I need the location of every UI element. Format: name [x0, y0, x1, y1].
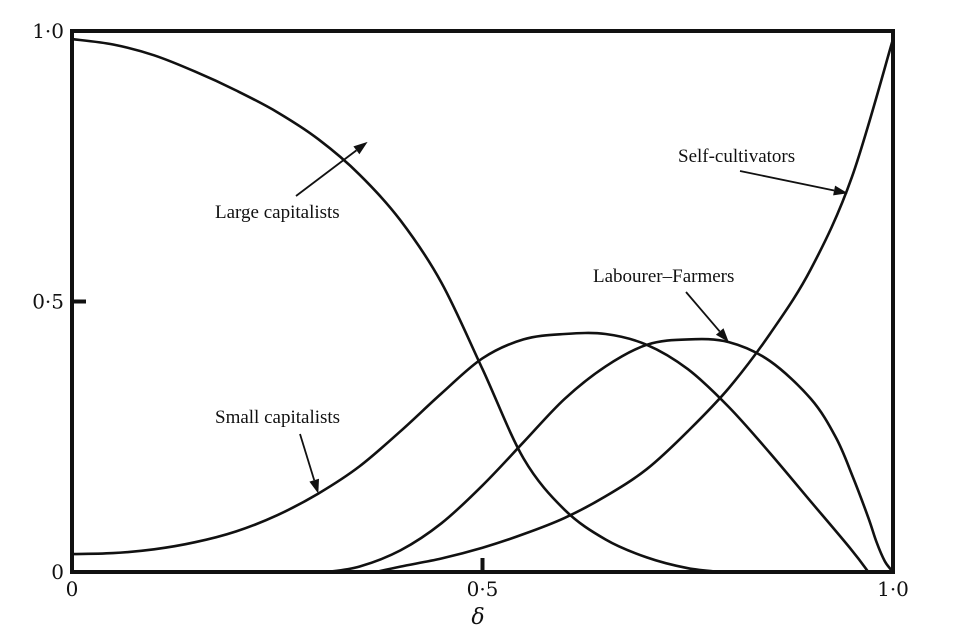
annotation-label: Small capitalists [215, 407, 340, 428]
annotation-arrow-head [353, 141, 368, 155]
annotation-arrow-shaft [299, 433, 316, 481]
annotation-arrow-head [309, 478, 319, 494]
annotation-labourer-farmers: Labourer–Farmers [593, 266, 734, 343]
series-line-large-capitalists [71, 37, 721, 574]
annotation-label: Labourer–Farmers [593, 266, 734, 287]
x-tick-label: 1·0 [877, 577, 909, 601]
y-tick-label: 0 [51, 560, 64, 584]
annotation-arrow-shaft [295, 149, 357, 197]
annotation-arrow-head [833, 185, 848, 196]
annotation-label: Self-cultivators [678, 146, 795, 167]
x-tick-label: 0·5 [467, 577, 499, 601]
annotation-self-cultivators: Self-cultivators [678, 146, 848, 196]
axis-ticks [72, 299, 485, 572]
y-tick-label: 1·0 [32, 19, 64, 43]
series-line-labourer-farmers [326, 337, 895, 574]
x-axis-label: δ [471, 605, 484, 630]
y-tick-label: 0·5 [32, 290, 64, 314]
annotation-small-capitalists: Small capitalists [215, 407, 340, 494]
annotation-arrow-head [715, 328, 729, 343]
tick-labels: 0 0·5 1·0 0 0·5 1·0 [32, 19, 909, 601]
annotation-label: Large capitalists [215, 202, 340, 223]
series-annotations: Large capitalists Small capitalists Labour… [215, 141, 848, 494]
plot-frame [70, 29, 895, 574]
series-curves [71, 37, 895, 574]
annotation-large-capitalists: Large capitalists [215, 141, 368, 223]
annotation-arrow-shaft [685, 291, 721, 333]
series-line-self-cultivators [375, 38, 895, 574]
annotation-arrow-shaft [739, 170, 835, 192]
x-tick-label: 0 [66, 577, 79, 601]
series-line-small-capitalists [71, 331, 870, 573]
